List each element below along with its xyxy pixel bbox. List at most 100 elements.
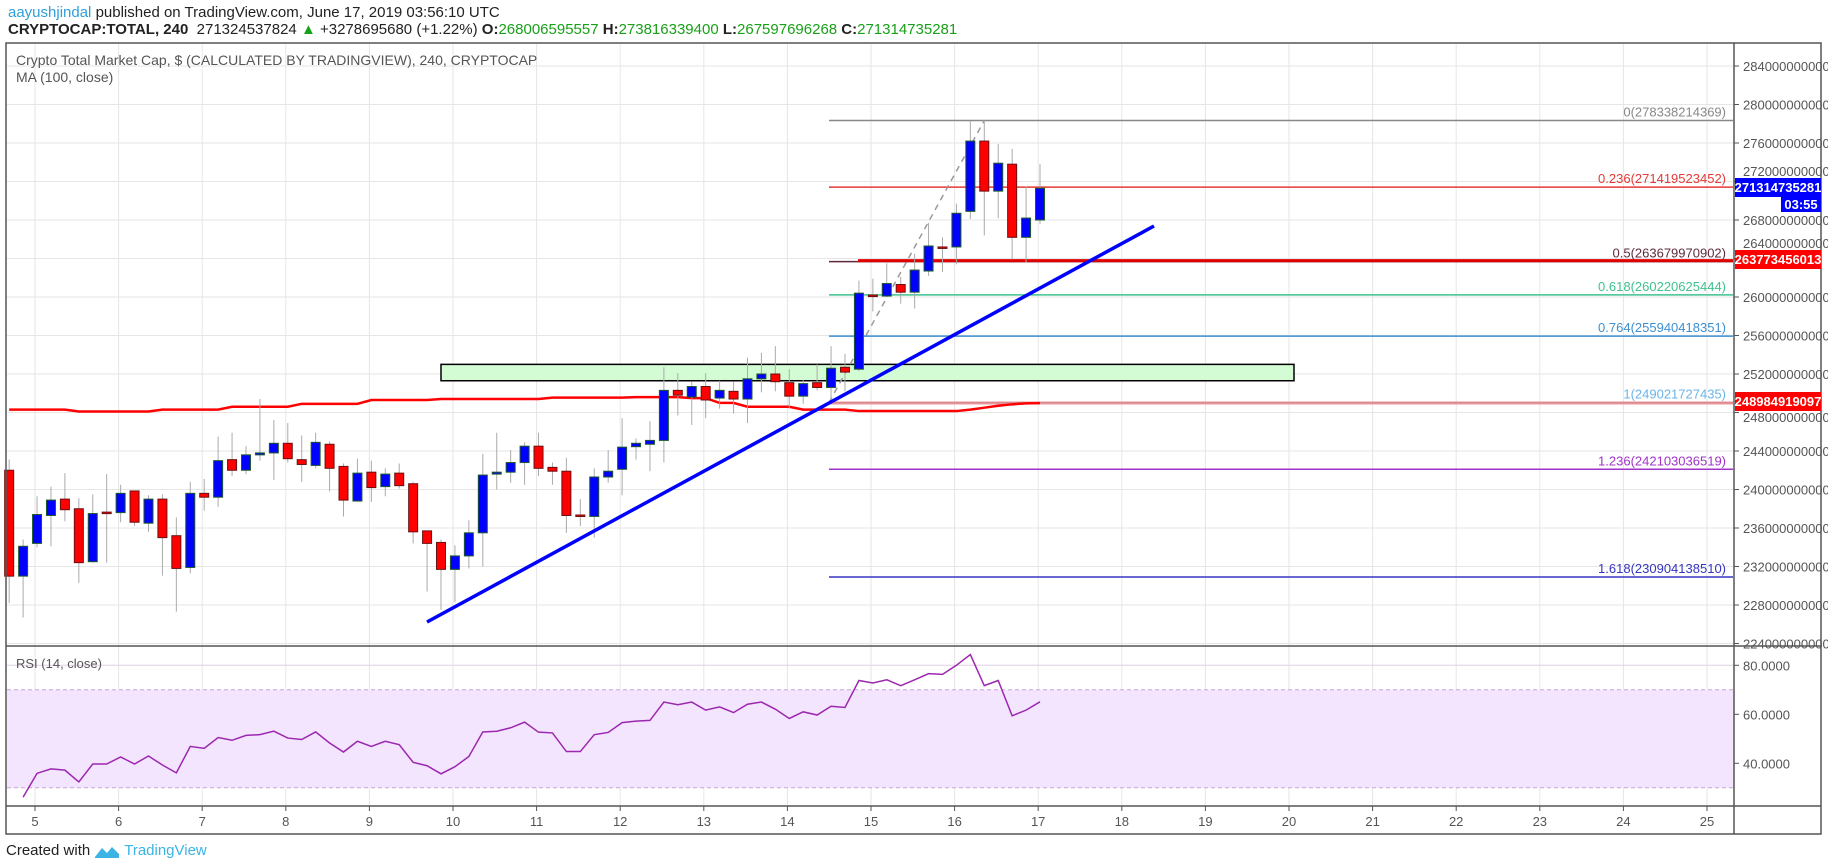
bullish-candle — [213, 460, 224, 498]
bullish-candle — [853, 292, 864, 370]
bearish-candle — [839, 366, 850, 373]
price-tick-label: 260000000000 — [1743, 290, 1828, 305]
bullish-candle — [185, 492, 196, 568]
rsi-legend[interactable]: RSI (14, close) — [16, 656, 102, 671]
fib-trend-line[interactable] — [828, 120, 985, 404]
time-tick-label: 23 — [1533, 814, 1547, 829]
rsi-tick-label: 80.0000 — [1743, 658, 1790, 673]
bullish-candle — [477, 474, 488, 534]
bearish-candle — [784, 382, 795, 397]
bullish-candle — [714, 389, 725, 399]
bullish-trendline[interactable] — [426, 224, 1155, 624]
ma-price-value: 248984919097 — [1735, 394, 1822, 409]
fib-level-label: 1(249021727435) — [1623, 387, 1726, 402]
last-price-label: 271314735281 03:55 — [1735, 178, 1822, 212]
bearish-candle — [547, 466, 558, 472]
open-label: O: — [481, 21, 499, 38]
time-tick-label: 11 — [530, 814, 544, 829]
bullish-candle — [1021, 217, 1032, 238]
bullish-candle — [254, 452, 265, 456]
bullish-candle — [1035, 187, 1045, 221]
last-price-value: 271314735281 — [1735, 180, 1822, 195]
fib-retracement[interactable]: 0(278338214369) 0.236(271419523452) 0.5(26… — [829, 104, 1733, 578]
time-tick-label: 8 — [282, 814, 289, 829]
price-change: +3278695680 (+1.22%) — [319, 21, 478, 38]
time-tick-label: 13 — [697, 814, 711, 829]
publish-info: aayushjindal published on TradingView.co… — [8, 4, 500, 21]
bearish-candle — [296, 459, 307, 465]
bearish-candle — [561, 470, 572, 516]
ma-legend[interactable]: MA (100, close) — [16, 69, 113, 85]
bearish-candle — [1007, 163, 1018, 238]
bullish-candle — [240, 454, 251, 471]
time-tick-label: 22 — [1449, 814, 1463, 829]
price-tick-label: 244000000000 — [1743, 444, 1828, 459]
bearish-candle — [129, 490, 140, 523]
support-price-label: 263773456013 — [1735, 250, 1822, 269]
price-tick-label: 252000000000 — [1743, 367, 1828, 382]
author-link[interactable]: aayushjindal — [8, 4, 92, 21]
time-tick-label: 25 — [1700, 814, 1714, 829]
publish-text: published on TradingView.com, June 17, 2… — [91, 4, 500, 21]
time-tick-label: 10 — [446, 814, 460, 829]
bearish-candle — [73, 508, 84, 564]
bullish-candle — [45, 499, 56, 516]
fib-level-label: 0.5(263679970902) — [1613, 246, 1727, 261]
created-with-text: Created with — [6, 842, 91, 859]
bearish-candle — [324, 443, 335, 469]
rsi-band — [7, 689, 1734, 788]
bearish-candle — [575, 514, 586, 518]
price-axis[interactable]: 284000000000 280000000000 276000000000 2720… — [1734, 59, 1828, 652]
bearish-candle — [394, 472, 405, 487]
candles — [4, 120, 1045, 618]
bearish-candle — [728, 390, 739, 400]
fib-level-label: 1.618(230904138510) — [1598, 561, 1726, 576]
rsi-axis[interactable]: 80.0000 60.0000 40.0000 — [1734, 658, 1790, 771]
bullish-candle — [32, 514, 43, 544]
time-tick-label: 14 — [780, 814, 794, 829]
bullish-candle — [658, 389, 669, 441]
bullish-candle — [18, 545, 29, 577]
price-tick-label: 228000000000 — [1743, 598, 1828, 613]
support-price-value: 263773456013 — [1735, 252, 1822, 267]
time-tick-label: 24 — [1616, 814, 1630, 829]
last-price: 271324537824 — [196, 21, 297, 38]
bullish-candle — [310, 441, 321, 466]
bearish-candle — [366, 471, 377, 489]
bullish-candle — [993, 162, 1004, 192]
time-axis[interactable]: 5 6 7 8 9 10 11 12 13 14 15 16 17 18 19 20 21 22 23 24 25 — [31, 806, 1714, 829]
bullish-candle — [881, 283, 892, 297]
bearish-candle — [812, 382, 823, 388]
bullish-candle — [909, 269, 920, 293]
price-tick-label: 240000000000 — [1743, 483, 1828, 498]
bullish-candle — [505, 462, 516, 473]
time-tick-label: 21 — [1365, 814, 1379, 829]
bullish-candle — [519, 445, 530, 464]
bearish-candle — [157, 498, 168, 539]
price-tick-label: 272000000000 — [1743, 164, 1828, 179]
tradingview-link[interactable]: TradingView — [124, 842, 207, 859]
bullish-candle — [644, 439, 655, 445]
time-tick-label: 7 — [199, 814, 206, 829]
resistance-zone[interactable] — [440, 363, 1295, 382]
time-tick-label: 16 — [947, 814, 961, 829]
price-tick-label: 280000000000 — [1743, 98, 1828, 113]
bullish-candle — [631, 442, 642, 448]
bearish-candle — [282, 442, 293, 460]
time-tick-label: 9 — [366, 814, 373, 829]
open-value: 268006595557 — [498, 21, 599, 38]
low-label: L: — [722, 21, 738, 38]
time-tick-label: 19 — [1198, 814, 1212, 829]
bearish-candle — [895, 283, 906, 293]
bearish-candle — [199, 492, 210, 498]
price-tick-label: 264000000000 — [1743, 236, 1828, 251]
price-tick-label: 248000000000 — [1743, 410, 1828, 425]
fib-level-label: 1.236(242103036519) — [1598, 453, 1726, 468]
grid — [7, 44, 1734, 806]
fib-level-label: 0.618(260220625444) — [1598, 279, 1726, 294]
time-tick-label: 17 — [1031, 814, 1045, 829]
bullish-candle — [756, 373, 767, 380]
ma-price-label: 248984919097 — [1735, 392, 1822, 411]
price-tick-label: 256000000000 — [1743, 329, 1828, 344]
